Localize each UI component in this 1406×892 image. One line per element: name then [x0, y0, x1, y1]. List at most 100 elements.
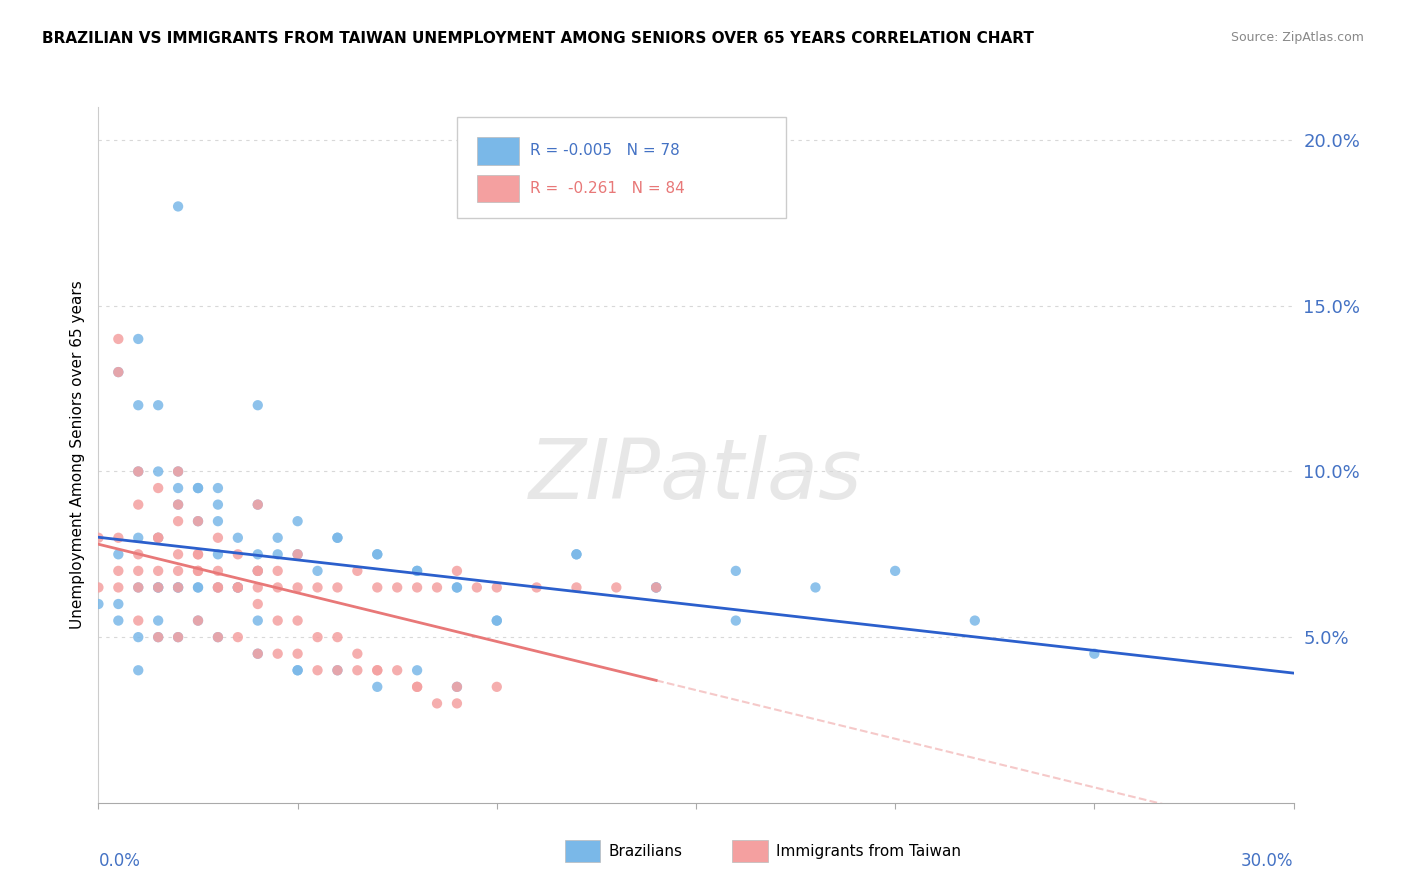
Point [446, 680, 468, 694]
Point [406, 663, 429, 677]
FancyBboxPatch shape [477, 137, 519, 165]
Point [307, 630, 329, 644]
Point [207, 630, 229, 644]
Point [426, 697, 449, 711]
Point [346, 663, 368, 677]
Point [127, 531, 149, 545]
Point [326, 581, 349, 595]
Text: BRAZILIAN VS IMMIGRANTS FROM TAIWAN UNEMPLOYMENT AMONG SENIORS OVER 65 YEARS COR: BRAZILIAN VS IMMIGRANTS FROM TAIWAN UNEM… [42, 31, 1033, 46]
Point [148, 581, 170, 595]
Point [485, 581, 508, 595]
Point [127, 581, 149, 595]
Point [485, 680, 508, 694]
Y-axis label: Unemployment Among Seniors over 65 years: Unemployment Among Seniors over 65 years [69, 281, 84, 629]
Point [107, 581, 129, 595]
Point [446, 680, 468, 694]
Point [326, 663, 349, 677]
Point [366, 547, 388, 561]
Point [167, 498, 190, 512]
Point [187, 514, 209, 528]
Point [226, 630, 249, 644]
Point [485, 614, 508, 628]
Point [148, 564, 170, 578]
Text: Brazilians: Brazilians [609, 844, 683, 859]
Point [565, 547, 588, 561]
Point [267, 581, 290, 595]
Point [187, 514, 209, 528]
Point [645, 581, 668, 595]
Point [246, 564, 269, 578]
Point [107, 365, 129, 379]
Point [565, 547, 588, 561]
Point [346, 564, 368, 578]
Point [406, 581, 429, 595]
Point [127, 498, 149, 512]
Point [187, 614, 209, 628]
Text: 0.0%: 0.0% [98, 852, 141, 870]
Point [366, 547, 388, 561]
Text: R = -0.005   N = 78: R = -0.005 N = 78 [530, 144, 679, 159]
Point [406, 680, 429, 694]
Point [148, 465, 170, 479]
Point [127, 581, 149, 595]
Point [148, 581, 170, 595]
Point [207, 564, 229, 578]
Point [226, 581, 249, 595]
Point [267, 547, 290, 561]
Point [167, 465, 190, 479]
Point [207, 630, 229, 644]
Point [326, 531, 349, 545]
Point [963, 614, 986, 628]
Point [226, 581, 249, 595]
Point [267, 564, 290, 578]
Point [127, 614, 149, 628]
Point [107, 597, 129, 611]
Point [167, 465, 190, 479]
Point [187, 481, 209, 495]
Point [187, 581, 209, 595]
Text: R =  -0.261   N = 84: R = -0.261 N = 84 [530, 181, 685, 196]
Point [87, 597, 110, 611]
Point [246, 498, 269, 512]
Point [287, 581, 309, 595]
FancyBboxPatch shape [565, 839, 600, 862]
Point [167, 481, 190, 495]
Point [187, 481, 209, 495]
Point [1083, 647, 1105, 661]
Point [167, 630, 190, 644]
FancyBboxPatch shape [457, 118, 786, 219]
Point [366, 663, 388, 677]
Point [724, 614, 747, 628]
Point [326, 630, 349, 644]
Point [127, 564, 149, 578]
Point [307, 564, 329, 578]
Point [226, 547, 249, 561]
Point [207, 581, 229, 595]
Point [167, 199, 190, 213]
Point [148, 630, 170, 644]
Point [207, 581, 229, 595]
Point [287, 647, 309, 661]
Point [107, 564, 129, 578]
Point [326, 531, 349, 545]
Point [565, 581, 588, 595]
Point [207, 547, 229, 561]
Point [287, 614, 309, 628]
Point [148, 398, 170, 412]
Point [446, 581, 468, 595]
Point [187, 564, 209, 578]
Point [246, 498, 269, 512]
Point [148, 614, 170, 628]
Point [207, 581, 229, 595]
Point [167, 630, 190, 644]
Point [385, 663, 409, 677]
Point [107, 531, 129, 545]
Point [366, 581, 388, 595]
Point [127, 465, 149, 479]
FancyBboxPatch shape [733, 839, 768, 862]
Point [246, 647, 269, 661]
Point [127, 332, 149, 346]
Point [148, 481, 170, 495]
Point [246, 564, 269, 578]
Point [107, 365, 129, 379]
